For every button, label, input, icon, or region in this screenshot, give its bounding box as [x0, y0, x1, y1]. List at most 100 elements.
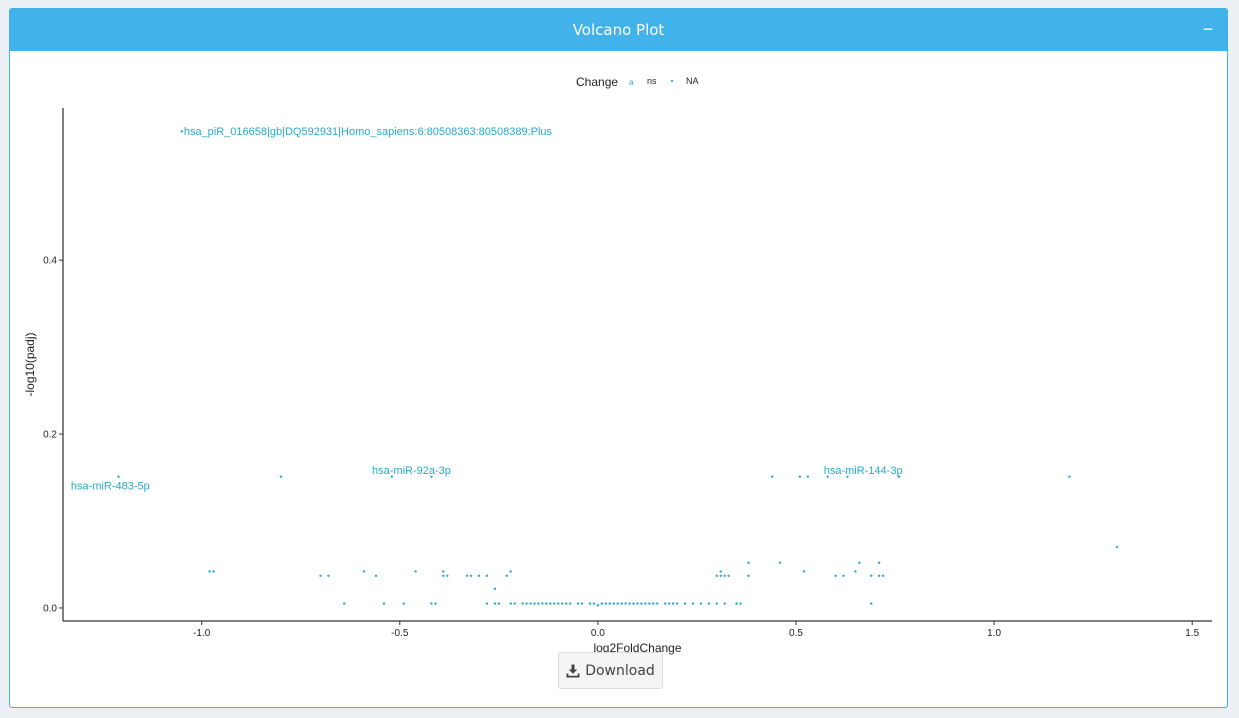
data-point — [568, 602, 572, 605]
data-point — [802, 570, 806, 573]
data-point — [402, 602, 405, 605]
legend-label-na: NA — [686, 76, 699, 86]
data-point — [434, 602, 437, 605]
legend-key-na — [670, 79, 674, 83]
data-point — [414, 570, 417, 573]
data-point — [600, 602, 604, 605]
data-point — [469, 574, 473, 577]
data-point — [699, 602, 703, 605]
data-point — [798, 475, 802, 478]
data-point — [707, 602, 711, 605]
data-point — [525, 602, 528, 605]
data-point — [541, 602, 544, 605]
data-point — [576, 602, 580, 605]
data-point — [747, 561, 750, 564]
data-point — [442, 570, 445, 573]
data-point — [465, 574, 469, 577]
download-button[interactable]: Download — [558, 652, 663, 689]
data-point — [557, 602, 560, 605]
x-tick-label: 0.0 — [591, 628, 605, 639]
data-point — [362, 570, 366, 573]
data-point — [854, 570, 857, 573]
data-point — [778, 561, 782, 564]
data-point — [212, 570, 215, 573]
data-point — [771, 475, 774, 478]
panel-title: Volcano Plot — [572, 21, 665, 39]
data-point — [545, 602, 548, 605]
data-point — [343, 602, 346, 605]
data-point — [877, 561, 881, 564]
data-point — [652, 602, 655, 605]
data-point — [374, 574, 378, 577]
data-point — [806, 475, 810, 478]
collapse-button[interactable]: − — [1202, 19, 1214, 39]
point-annotation: hsa_piR_016658|gb|DQ592931|Homo_sapiens:… — [184, 126, 553, 138]
point-annotation: hsa-miR-144-3p — [824, 465, 903, 477]
data-point — [723, 574, 726, 577]
data-point — [826, 475, 829, 478]
data-point — [735, 602, 738, 605]
data-point — [208, 570, 211, 573]
data-point — [683, 602, 687, 605]
data-point — [664, 602, 667, 605]
data-point — [1068, 475, 1071, 478]
x-tick-label: 1.5 — [1185, 628, 1199, 639]
data-point — [675, 602, 679, 605]
data-point — [430, 602, 433, 605]
x-tick-label: 0.5 — [789, 628, 803, 639]
y-axis-label: -log10(padj) — [23, 332, 37, 396]
data-point — [485, 602, 489, 605]
data-point — [628, 602, 631, 605]
data-point — [604, 602, 608, 605]
data-point — [715, 574, 718, 577]
data-point — [727, 574, 730, 577]
x-tick-label: 1.0 — [987, 628, 1001, 639]
data-point — [834, 574, 837, 577]
y-tick-label: 0.4 — [43, 256, 57, 267]
data-point — [846, 475, 849, 478]
data-point — [858, 561, 861, 564]
data-point — [509, 602, 512, 605]
data-point — [739, 602, 742, 605]
data-point — [382, 602, 386, 605]
data-point — [656, 602, 659, 605]
point-annotation: hsa-miR-483-5p — [71, 481, 150, 493]
data-point — [719, 574, 722, 577]
data-point — [624, 602, 627, 605]
data-point — [549, 602, 552, 605]
data-point — [513, 602, 516, 605]
download-label: Download — [585, 662, 655, 679]
data-point — [327, 574, 330, 577]
data-point — [279, 475, 283, 478]
data-point — [505, 574, 508, 577]
panel-header: Volcano Plot − — [10, 9, 1227, 51]
data-point — [667, 602, 671, 605]
data-point — [442, 574, 445, 577]
data-point — [493, 602, 497, 605]
y-tick-label: 0.2 — [43, 430, 57, 441]
data-point — [640, 602, 643, 605]
data-point — [509, 570, 512, 573]
data-point — [390, 475, 394, 478]
data-point — [747, 574, 750, 577]
download-icon — [566, 664, 580, 677]
data-point — [648, 602, 651, 605]
x-axis-label: log2FoldChange — [593, 641, 681, 655]
data-point — [493, 587, 497, 591]
data-point — [529, 602, 532, 605]
data-point — [477, 574, 481, 577]
x-tick-label: -1.0 — [193, 628, 211, 639]
y-tick-label: 0.0 — [43, 603, 57, 614]
data-point — [117, 475, 120, 478]
data-point — [723, 602, 726, 605]
data-point — [521, 602, 524, 605]
data-point — [592, 602, 596, 605]
data-point — [446, 574, 449, 577]
data-point — [319, 574, 322, 577]
data-point — [180, 130, 184, 133]
data-point — [636, 602, 639, 605]
data-point — [877, 574, 881, 577]
data-point — [588, 602, 592, 605]
data-point — [616, 602, 619, 605]
